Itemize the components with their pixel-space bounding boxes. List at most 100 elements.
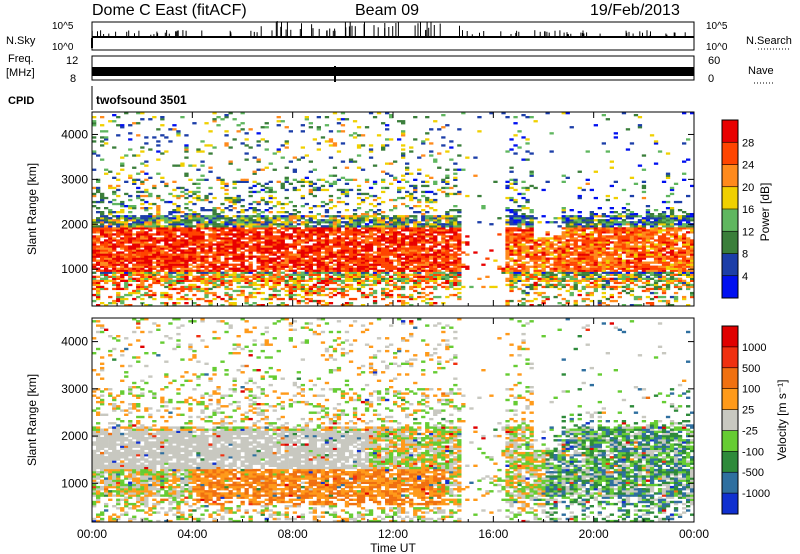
power-cell <box>393 277 398 280</box>
power-cell <box>140 229 145 232</box>
power-cell <box>268 245 273 248</box>
power-cell <box>364 273 370 276</box>
power-cell <box>421 219 426 222</box>
power-cell <box>124 259 129 262</box>
power-cell <box>360 304 366 307</box>
power-cell <box>525 267 530 270</box>
power-cell <box>457 245 462 248</box>
power-cell <box>236 235 241 238</box>
power-cell <box>280 243 285 246</box>
power-cell <box>360 239 366 242</box>
power-cell <box>421 229 426 232</box>
power-cell <box>521 196 526 200</box>
power-cell <box>268 235 273 238</box>
power-cell <box>228 251 233 254</box>
power-cell <box>116 223 121 226</box>
power-cell <box>557 251 562 254</box>
power-cell <box>120 261 125 264</box>
power-cell <box>597 263 602 266</box>
power-cell <box>328 245 334 248</box>
power-cell <box>240 223 245 226</box>
power-cell <box>541 267 546 270</box>
power-cell <box>116 235 121 238</box>
power-cell <box>156 255 161 258</box>
power-cell <box>156 237 161 240</box>
power-cell <box>160 293 165 297</box>
power-cell <box>300 229 305 232</box>
power-cell <box>437 166 442 169</box>
power-cell <box>188 243 193 246</box>
power-cell <box>352 269 358 272</box>
power-cell <box>605 283 610 287</box>
power-cell <box>224 223 229 226</box>
power-cell <box>208 241 213 244</box>
power-cell <box>324 277 330 280</box>
power-cell <box>324 229 330 232</box>
power-cell <box>372 261 378 264</box>
power-cell <box>525 271 530 274</box>
power-cell <box>152 255 157 258</box>
power-cell <box>240 229 245 232</box>
power-cell <box>244 144 249 147</box>
power-cell <box>457 281 462 285</box>
power-cell <box>405 263 410 266</box>
power-cell <box>360 241 366 244</box>
power-cell <box>521 251 526 254</box>
power-cell <box>577 219 582 222</box>
power-cell <box>312 263 317 266</box>
power-cell <box>352 255 358 258</box>
power-cell <box>204 122 209 125</box>
power-cell <box>525 293 530 297</box>
power-cell <box>316 271 321 274</box>
power-cell <box>92 249 97 252</box>
power-cell <box>453 273 458 276</box>
power-cell <box>124 215 129 218</box>
power-cell <box>128 198 133 202</box>
power-cell <box>268 267 273 270</box>
power-cell <box>433 277 438 280</box>
power-cell <box>389 235 394 238</box>
power-cell <box>136 196 141 200</box>
power-cell <box>236 221 241 224</box>
power-cell <box>441 263 446 266</box>
power-cell <box>288 233 293 236</box>
power-cell <box>280 302 285 305</box>
power-cell <box>256 277 261 280</box>
power-cell <box>409 247 414 250</box>
power-cell <box>609 265 614 268</box>
power-cell <box>348 304 354 307</box>
power-cell <box>244 209 249 212</box>
power-cell <box>557 302 562 305</box>
power-cell <box>100 285 105 289</box>
power-cell <box>268 273 273 276</box>
power-cell <box>256 213 261 216</box>
power-cell <box>168 233 173 236</box>
power-cell <box>144 253 149 256</box>
power-cell <box>605 243 610 246</box>
power-cell <box>140 162 145 165</box>
power-cell <box>144 304 149 307</box>
power-cell <box>216 259 221 262</box>
power-cell <box>397 196 402 200</box>
power-cell <box>292 209 297 212</box>
power-cell <box>136 285 141 289</box>
power-cell <box>164 221 169 224</box>
power-cell <box>112 273 117 276</box>
power-cell <box>497 233 502 236</box>
power-cell <box>437 223 442 226</box>
power-cell <box>360 281 366 285</box>
power-cell <box>360 235 366 238</box>
power-cell <box>328 287 334 291</box>
power-cell <box>264 271 269 274</box>
power-cell <box>204 227 209 230</box>
power-cell <box>605 281 610 285</box>
power-cell <box>376 237 382 240</box>
power-cell <box>92 265 97 268</box>
power-cell <box>360 213 366 216</box>
power-cell <box>200 277 205 280</box>
power-cell <box>196 190 201 194</box>
power-cell <box>385 162 390 165</box>
power-cell <box>413 283 418 287</box>
power-cell <box>116 291 121 295</box>
power-cell <box>284 261 289 264</box>
